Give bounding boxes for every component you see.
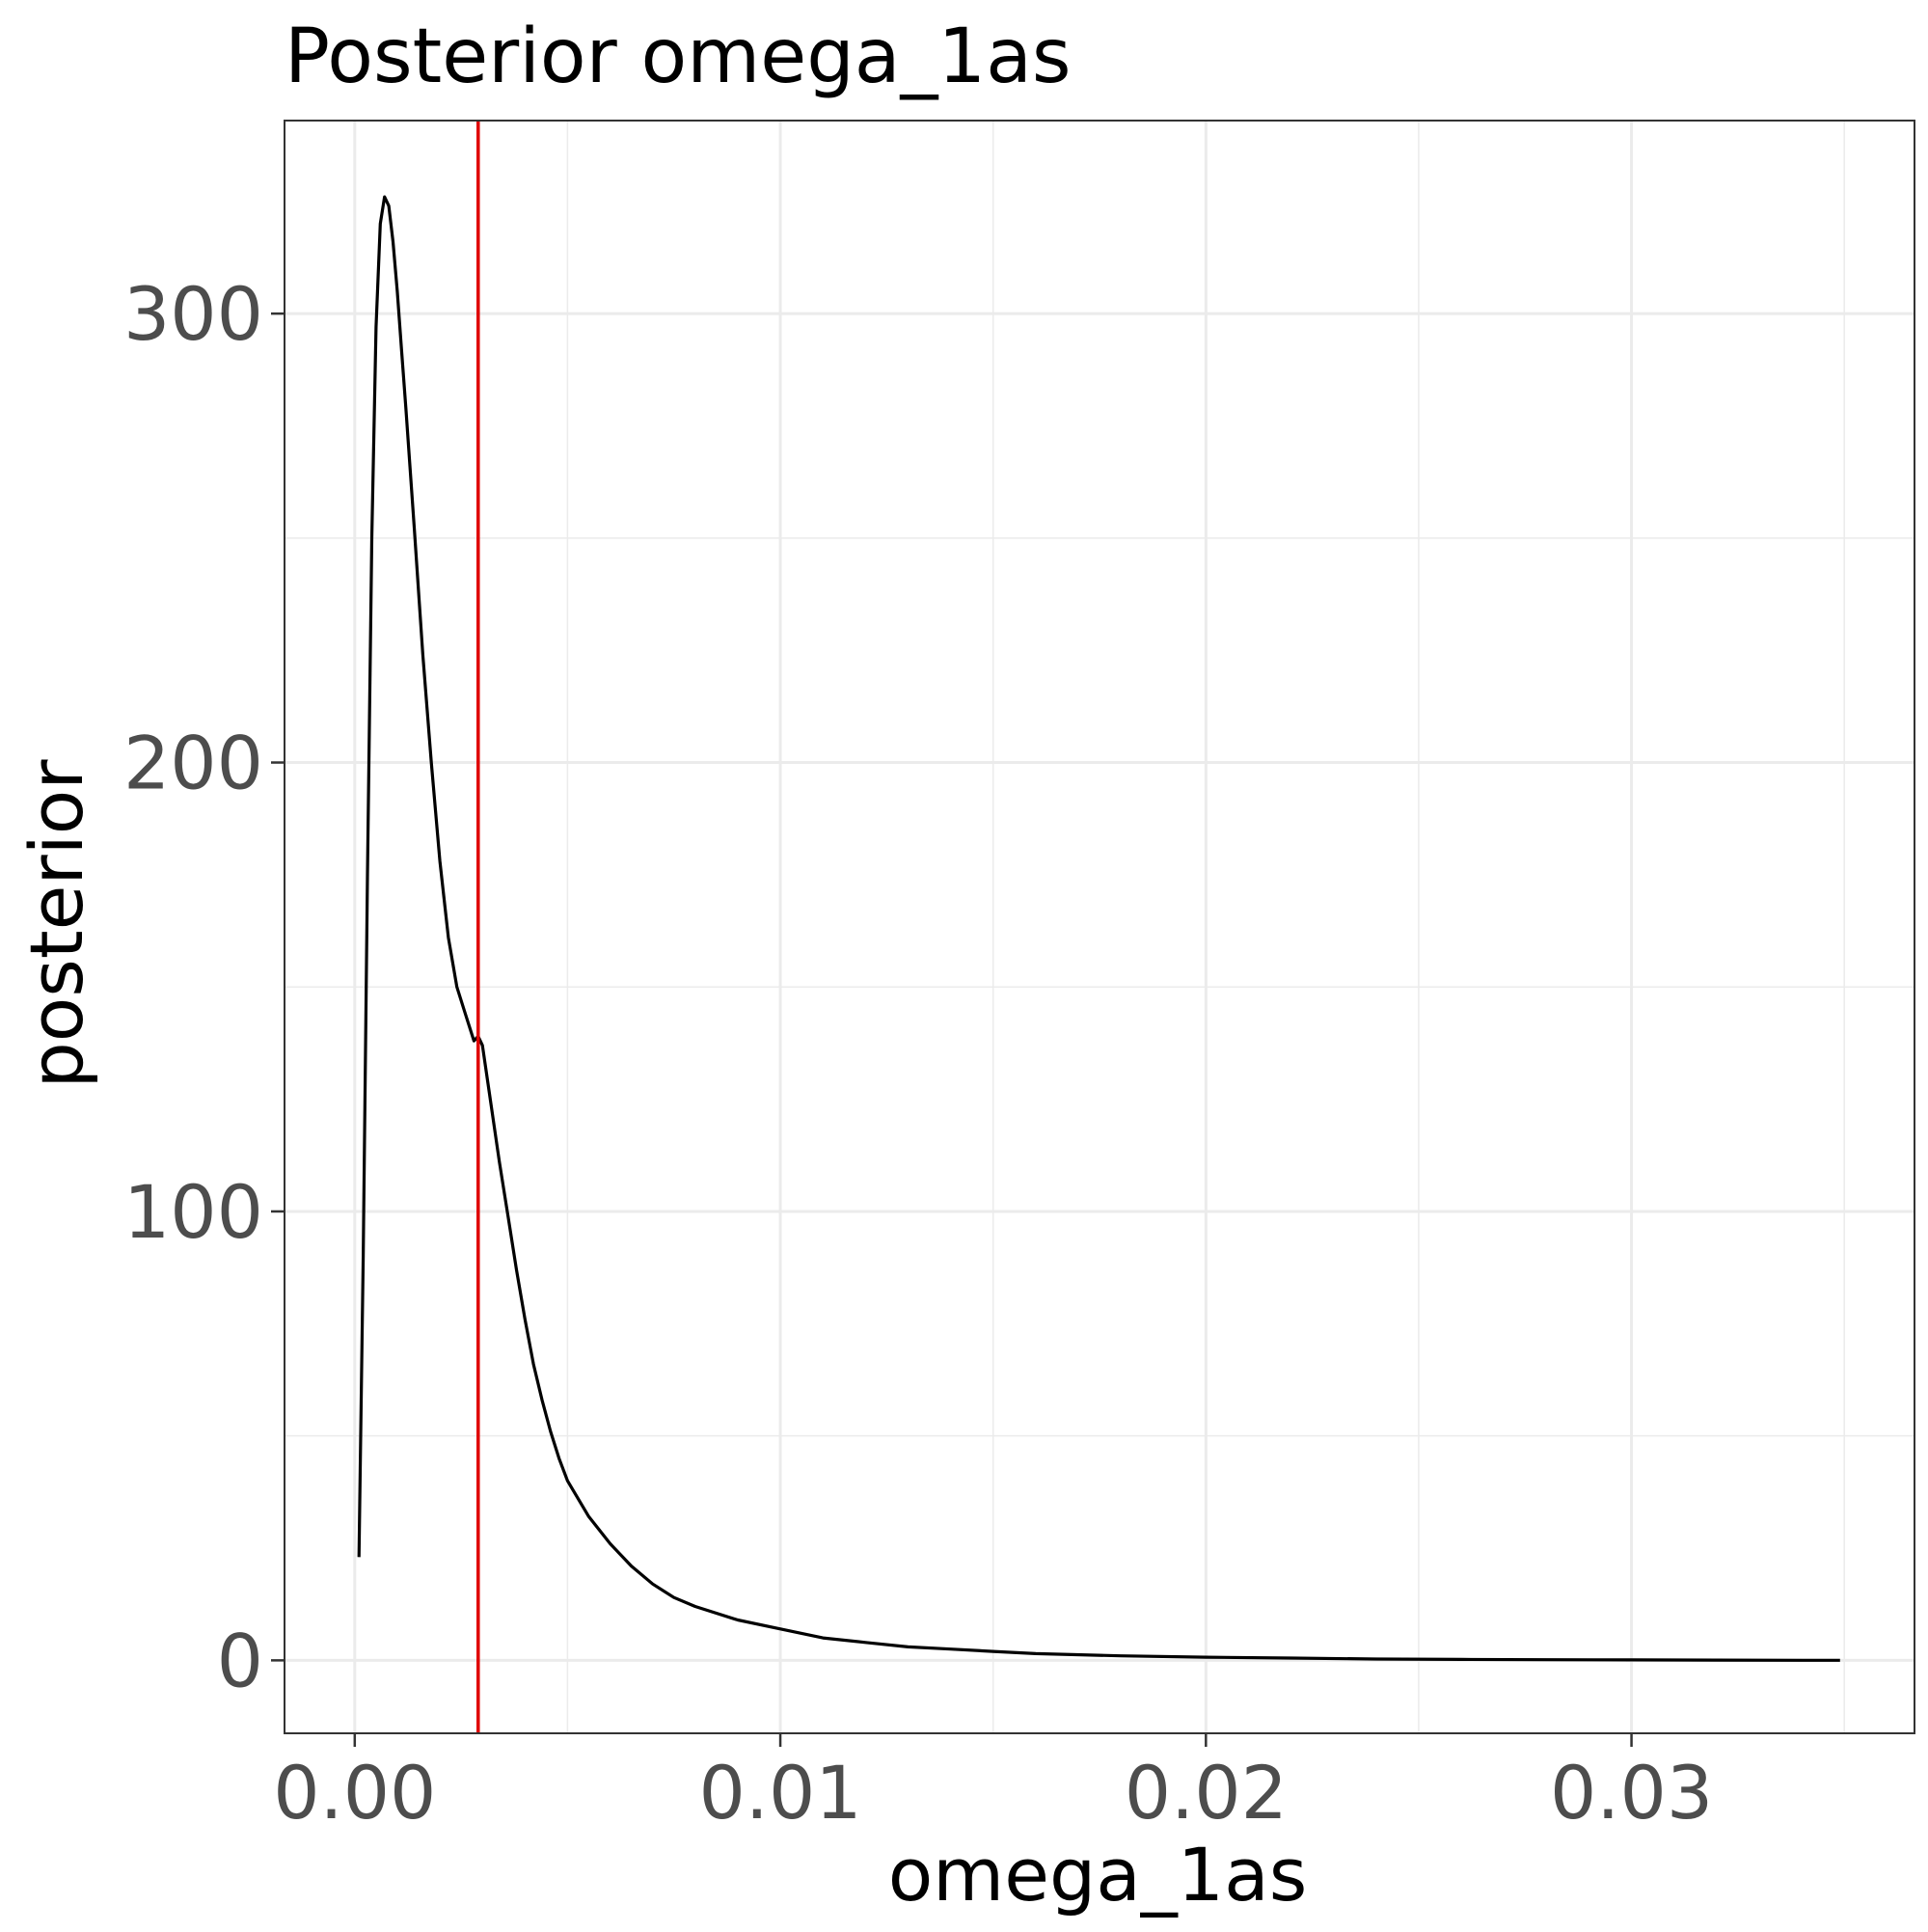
plot-panel [284,120,1915,1734]
panel-background [285,121,1914,1733]
chart-title: Posterior omega_1as [285,14,1072,100]
series-layer [357,195,1840,1662]
x-tick-label: 0.00 [273,1750,436,1836]
y-tick-label: 100 [123,1169,263,1255]
panel-border [284,120,1915,1734]
y-tick-label: 0 [217,1618,263,1703]
y-tick-label: 300 [123,271,263,357]
minor-gridlines [285,121,1914,1733]
y-axis: 0 100 200 300 [123,271,285,1703]
series-line-0 [357,195,1840,1662]
major-gridlines [285,121,1914,1733]
x-axis-title: omega_1as [888,1832,1308,1918]
x-tick-label: 0.03 [1550,1750,1713,1836]
y-tick-label: 200 [123,721,263,806]
x-tick-label: 0.02 [1125,1750,1288,1836]
y-axis-title: posterior [14,759,99,1089]
x-tick-label: 0.01 [698,1750,861,1836]
x-axis: 0.00 0.01 0.02 0.03 [273,1733,1713,1836]
